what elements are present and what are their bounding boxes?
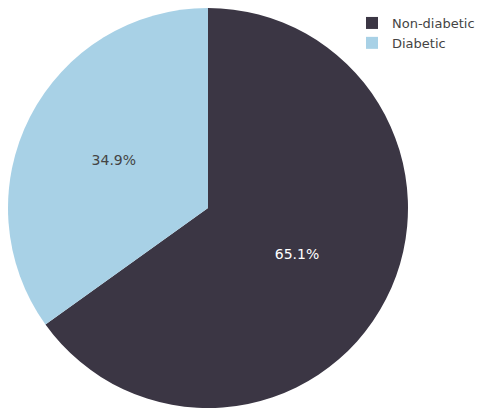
svg-text:34.9%: 34.9% xyxy=(92,152,136,168)
svg-text:Diabetic: Diabetic xyxy=(392,36,446,51)
svg-text:65.1%: 65.1% xyxy=(275,246,319,262)
svg-text:Non-diabetic: Non-diabetic xyxy=(392,16,475,31)
